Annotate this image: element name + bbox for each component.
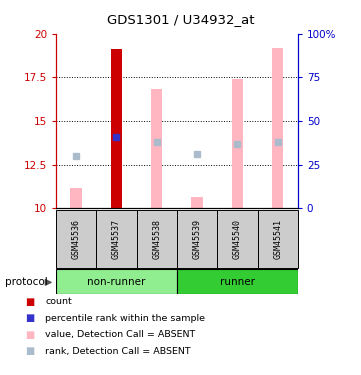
Bar — [177, 210, 217, 268]
Text: ■: ■ — [25, 314, 35, 323]
Text: GSM45540: GSM45540 — [233, 219, 242, 259]
Bar — [56, 210, 96, 268]
Bar — [257, 210, 298, 268]
Text: GSM45538: GSM45538 — [152, 219, 161, 259]
Bar — [177, 269, 298, 294]
Bar — [96, 210, 136, 268]
Text: protocol: protocol — [5, 277, 48, 287]
Text: GSM45541: GSM45541 — [273, 219, 282, 259]
Text: runner: runner — [220, 277, 255, 286]
Text: rank, Detection Call = ABSENT: rank, Detection Call = ABSENT — [45, 347, 191, 356]
Bar — [272, 48, 283, 208]
Text: ■: ■ — [25, 297, 35, 307]
Bar — [191, 197, 203, 208]
Text: percentile rank within the sample: percentile rank within the sample — [45, 314, 205, 323]
Text: count: count — [45, 297, 72, 306]
Bar — [151, 88, 162, 208]
Text: GDS1301 / U34932_at: GDS1301 / U34932_at — [107, 13, 254, 26]
Bar — [217, 210, 257, 268]
Bar — [56, 269, 177, 294]
Text: ■: ■ — [25, 346, 35, 356]
Text: GSM45537: GSM45537 — [112, 219, 121, 259]
Text: GSM45539: GSM45539 — [192, 219, 201, 259]
Text: value, Detection Call = ABSENT: value, Detection Call = ABSENT — [45, 330, 195, 339]
Bar — [111, 50, 122, 208]
Text: non-runner: non-runner — [87, 277, 145, 286]
Text: ■: ■ — [25, 330, 35, 340]
Bar — [232, 79, 243, 208]
Text: GSM45536: GSM45536 — [71, 219, 81, 259]
Bar — [70, 188, 82, 208]
Bar — [136, 210, 177, 268]
